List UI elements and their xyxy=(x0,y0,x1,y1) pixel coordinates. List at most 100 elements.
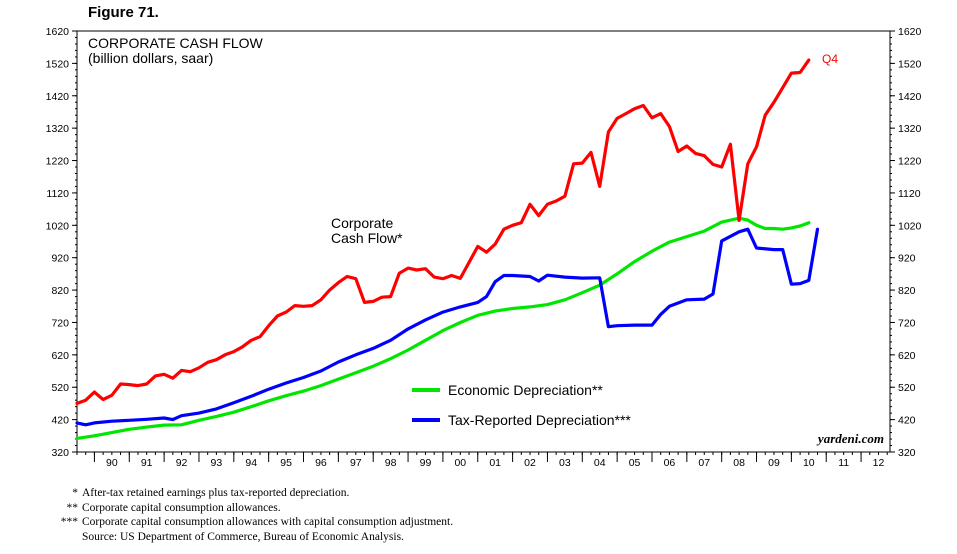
data-point-cash-flow xyxy=(798,71,802,74)
data-point-cash-flow xyxy=(258,335,262,338)
data-point-cash-flow xyxy=(363,301,366,304)
data-point-tax-reported-depreciation xyxy=(685,298,688,301)
data-point-cash-flow xyxy=(319,298,323,301)
data-point-tax-reported-depreciation xyxy=(354,353,357,356)
x-tick-label: 01 xyxy=(489,457,501,469)
y-tick-label-left: 1520 xyxy=(46,58,70,70)
data-point-tax-reported-depreciation xyxy=(75,421,79,425)
data-point-economic-depreciation xyxy=(302,389,305,393)
y-tick-label-right: 420 xyxy=(898,415,916,427)
data-point-cash-flow xyxy=(441,277,445,280)
footnote-row: ** Corporate capital consumption allowan… xyxy=(50,501,453,516)
data-point-cash-flow xyxy=(189,370,192,373)
y-tick-label-left: 920 xyxy=(51,253,69,265)
data-point-cash-flow xyxy=(764,114,767,117)
footnote-row: *** Corporate capital consumption allowa… xyxy=(50,515,453,530)
data-point-economic-depreciation xyxy=(476,314,479,317)
data-point-tax-reported-depreciation xyxy=(816,228,819,231)
y-tick-label-right: 1320 xyxy=(898,123,922,135)
x-tick-label: 91 xyxy=(141,457,153,469)
data-point-cash-flow xyxy=(729,143,732,146)
x-tick-label: 93 xyxy=(211,457,223,469)
data-point-cash-flow xyxy=(311,304,314,307)
data-point-tax-reported-depreciation xyxy=(720,239,723,243)
data-point-cash-flow xyxy=(572,162,575,165)
data-point-cash-flow xyxy=(537,214,540,217)
data-point-tax-reported-depreciation xyxy=(528,275,532,278)
data-point-economic-depreciation xyxy=(250,405,253,408)
data-point-economic-depreciation xyxy=(180,423,183,426)
q4-label: Q4 xyxy=(822,52,838,66)
data-point-cash-flow xyxy=(703,154,706,157)
data-point-economic-depreciation xyxy=(354,371,357,374)
data-point-cash-flow xyxy=(241,345,244,348)
data-point-tax-reported-depreciation xyxy=(145,418,148,421)
data-point-cash-flow xyxy=(642,104,645,107)
data-point-tax-reported-depreciation xyxy=(537,279,540,283)
data-point-tax-reported-depreciation xyxy=(476,301,479,304)
data-point-economic-depreciation xyxy=(615,272,619,276)
data-point-economic-depreciation xyxy=(93,434,96,437)
y-tick-label-right: 320 xyxy=(898,447,916,459)
data-point-tax-reported-depreciation xyxy=(215,407,218,411)
data-point-economic-depreciation xyxy=(798,224,802,228)
x-tick-label: 98 xyxy=(385,457,397,469)
data-point-economic-depreciation xyxy=(128,428,131,431)
data-point-tax-reported-depreciation xyxy=(746,228,749,231)
data-point-cash-flow xyxy=(75,402,79,405)
figure-label: Figure 71. xyxy=(88,4,159,21)
data-point-cash-flow xyxy=(119,382,122,386)
x-tick-label: 03 xyxy=(559,457,571,469)
series-label-line1: Corporate xyxy=(331,215,393,231)
y-tick-label-left: 1620 xyxy=(46,26,70,38)
data-point-economic-depreciation xyxy=(267,399,270,402)
x-tick-label: 05 xyxy=(629,457,641,469)
data-point-cash-flow xyxy=(345,275,349,278)
data-point-tax-reported-depreciation xyxy=(711,292,715,296)
data-point-cash-flow xyxy=(581,161,584,165)
data-point-cash-flow xyxy=(737,219,741,222)
data-point-cash-flow xyxy=(720,165,723,169)
data-point-cash-flow xyxy=(302,305,305,308)
data-point-cash-flow xyxy=(511,224,514,227)
data-point-cash-flow xyxy=(563,195,567,198)
data-point-tax-reported-depreciation xyxy=(250,395,253,398)
data-point-tax-reported-depreciation xyxy=(615,324,619,327)
data-point-economic-depreciation xyxy=(337,377,340,381)
data-point-economic-depreciation xyxy=(145,425,148,429)
y-tick-label-right: 1420 xyxy=(898,91,922,103)
data-point-cash-flow xyxy=(180,369,183,372)
data-point-cash-flow xyxy=(494,242,497,246)
data-point-cash-flow xyxy=(197,366,201,369)
data-point-tax-reported-depreciation xyxy=(546,274,549,277)
data-point-economic-depreciation xyxy=(389,357,392,360)
x-axis: 90 91 92 93 94 95 96 97 98 99 00 01 02 03 04 05 06 07 08 09… xyxy=(76,452,888,469)
data-point-cash-flow xyxy=(406,266,410,270)
data-point-tax-reported-depreciation xyxy=(406,327,410,331)
data-point-tax-reported-depreciation xyxy=(563,275,567,279)
source-text: Source: US Department of Commerce, Burea… xyxy=(82,530,404,543)
footnote-mark xyxy=(50,530,82,545)
data-point-economic-depreciation xyxy=(406,348,410,352)
data-point-economic-depreciation xyxy=(703,229,706,233)
data-point-tax-reported-depreciation xyxy=(319,369,323,373)
data-point-cash-flow xyxy=(354,277,357,280)
data-point-cash-flow xyxy=(128,383,131,386)
y-tick-label-right: 520 xyxy=(898,382,916,394)
footnote-mark: *** xyxy=(60,516,78,528)
x-tick-label: 99 xyxy=(420,457,432,469)
data-point-tax-reported-depreciation xyxy=(807,279,810,282)
x-tick-label: 04 xyxy=(594,457,606,469)
data-point-cash-flow xyxy=(781,86,784,89)
data-point-cash-flow xyxy=(372,300,375,303)
y-tick-label-left: 1020 xyxy=(46,220,70,232)
footnote-row: * After-tax retained earnings plus tax-r… xyxy=(50,486,453,501)
data-point-cash-flow xyxy=(223,353,227,356)
data-point-cash-flow xyxy=(807,58,810,62)
footnotes: * After-tax retained earnings plus tax-r… xyxy=(50,486,453,544)
data-point-cash-flow xyxy=(555,199,558,203)
data-point-cash-flow xyxy=(485,251,488,254)
data-point-cash-flow xyxy=(685,144,688,148)
legend-label-economic: Economic Depreciation** xyxy=(448,382,603,398)
data-point-cash-flow xyxy=(476,245,479,248)
